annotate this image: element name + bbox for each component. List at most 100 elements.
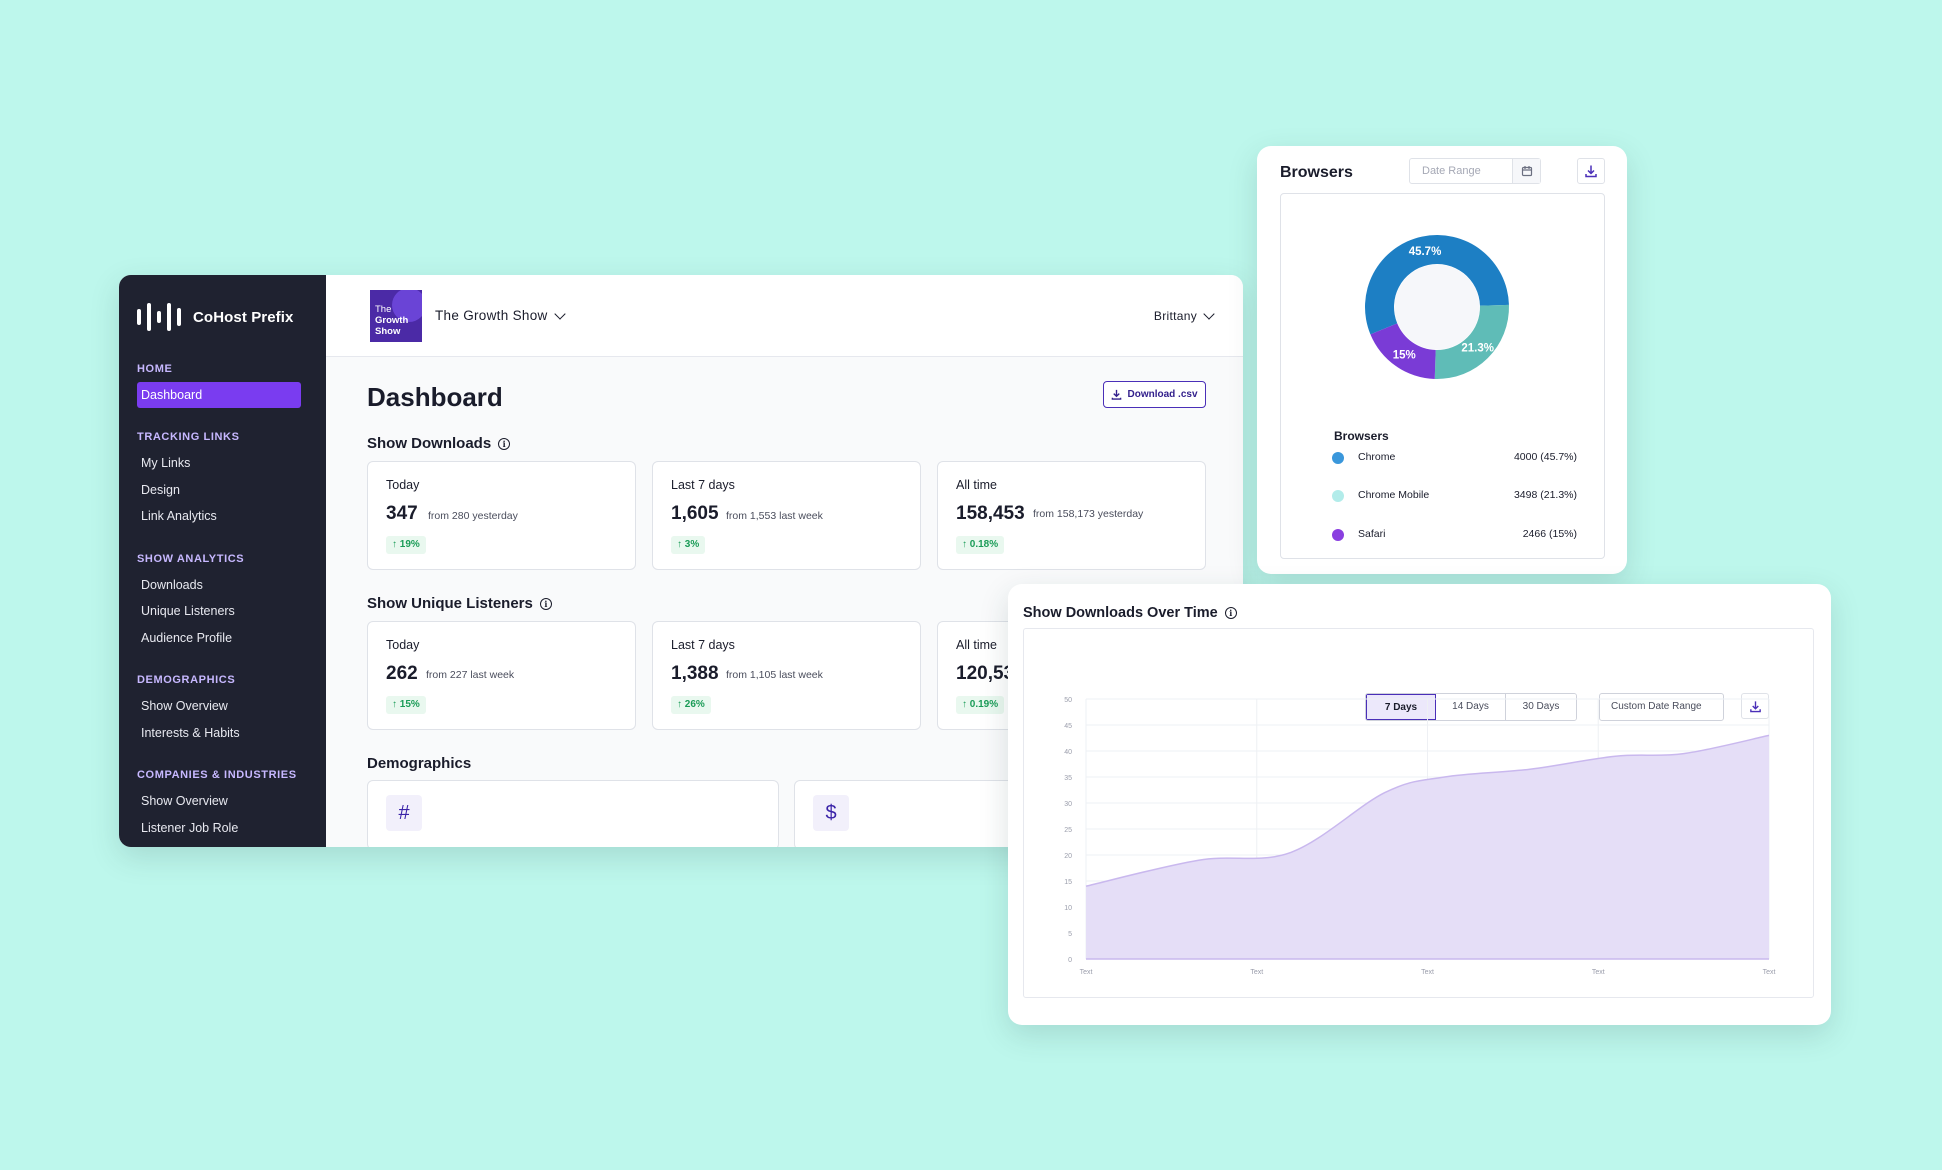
sidebar-nav: HOME Dashboard TRACKING LINKS My Links D… — [137, 363, 301, 841]
donut-slice-chrome[interactable] — [1365, 235, 1509, 335]
stat-label: Last 7 days — [671, 478, 735, 492]
range-30-days[interactable]: 30 Days — [1506, 694, 1576, 720]
sidebar-item-company-show-overview[interactable]: Show Overview — [141, 794, 228, 808]
stat-value: 158,453 — [956, 503, 1025, 524]
cover-word-1: The — [375, 304, 392, 315]
stat-comparison: from 1,105 last week — [726, 669, 823, 681]
date-range-input[interactable]: Date Range — [1409, 158, 1541, 184]
sidebar-item-downloads[interactable]: Downloads — [141, 577, 203, 592]
legend-value: 3498 (21.3%) — [1513, 489, 1577, 501]
donut-slice-chrome-mobile[interactable] — [1434, 304, 1509, 379]
stat-label: All time — [956, 638, 997, 652]
downloads-area — [1086, 735, 1769, 959]
podcast-selector[interactable]: The Growth Show — [435, 307, 566, 323]
downloads-7days-card: Last 7 days 1,605 from 1,553 last week ↑… — [652, 461, 921, 570]
downloads-chart-area: 7 Days 14 Days 30 Days Custom Date Range… — [1023, 628, 1814, 998]
stat-label: Last 7 days — [671, 638, 735, 652]
x-tick-label: Text — [1080, 969, 1093, 976]
sidebar-item-interests-habits[interactable]: Interests & Habits — [141, 725, 240, 740]
stat-value: 120,53 — [956, 663, 1015, 684]
browsers-donut-chart: 45.7% 21.3% 15% — [1365, 235, 1509, 379]
legend-name: Chrome — [1358, 451, 1396, 463]
show-unique-listeners-title: Show Unique Listeners i — [367, 595, 552, 612]
cover-word-3: Show — [375, 326, 401, 337]
top-bar: The Growth Show The Growth Show Brittany — [326, 275, 1243, 357]
legend-title: Browsers — [1334, 429, 1389, 443]
x-tick-label: Text — [1250, 969, 1263, 976]
legend-swatch — [1332, 452, 1344, 464]
stat-value: 1,605 — [671, 503, 719, 524]
download-icon — [1585, 165, 1597, 178]
stat-label: Today — [386, 638, 420, 652]
stat-change-badge: ↑ 15% — [386, 696, 426, 714]
range-7-days[interactable]: 7 Days — [1366, 694, 1436, 720]
date-range-placeholder: Date Range — [1422, 165, 1481, 177]
sidebar-item-unique-listeners[interactable]: Unique Listeners — [141, 604, 235, 618]
y-tick-label: 35 — [1064, 775, 1072, 782]
show-downloads-label: Show Downloads — [367, 435, 492, 452]
downloads-over-time-title: Show Downloads Over Time i — [1023, 605, 1237, 621]
stat-comparison: from 227 last week — [426, 669, 515, 681]
legend-item-chrome: Chrome 4000 (45.7%) — [1332, 451, 1577, 465]
sidebar-item-design[interactable]: Design — [141, 482, 180, 497]
podcast-name: The Growth Show — [435, 308, 548, 323]
sidebar-item-link-analytics[interactable]: Link Analytics — [141, 509, 217, 523]
info-icon[interactable]: i — [498, 437, 511, 450]
range-selector: 7 Days 14 Days 30 Days — [1365, 693, 1577, 721]
sidebar-item-listener-job-role[interactable]: Listener Job Role — [141, 820, 239, 835]
download-csv-button[interactable]: Download .csv — [1103, 381, 1206, 408]
user-menu[interactable]: Brittany — [1154, 308, 1215, 323]
legend-value: 4000 (45.7%) — [1513, 451, 1577, 463]
listeners-today-card: Today 262 from 227 last week ↑ 15% — [367, 621, 636, 730]
y-tick-label: 0 — [1068, 957, 1072, 964]
x-tick-label: Text — [1592, 969, 1605, 976]
sidebar-item-dashboard[interactable]: Dashboard — [137, 382, 301, 408]
donut-label: 21.3% — [1461, 343, 1494, 355]
donut-hole — [1394, 264, 1480, 350]
stat-comparison: from 280 yesterday — [428, 510, 518, 522]
listeners-7days-card: Last 7 days 1,388 from 1,105 last week ↑… — [652, 621, 921, 730]
legend-item-chrome-mobile: Chrome Mobile 3498 (21.3%) — [1332, 489, 1577, 503]
downloads-over-time-label: Show Downloads Over Time — [1023, 605, 1218, 621]
show-unique-listeners-label: Show Unique Listeners — [367, 595, 533, 612]
demographics-title: Demographics — [367, 755, 472, 772]
stat-change-badge: ↑ 19% — [386, 536, 426, 554]
stat-value: 347 — [386, 503, 418, 524]
sidebar-item-audience-profile[interactable]: Audience Profile — [141, 630, 233, 645]
y-tick-label: 5 — [1068, 931, 1072, 938]
y-tick-label: 20 — [1064, 853, 1072, 860]
downloads-today-card: Today 347 from 280 yesterday ↑ 19% — [367, 461, 636, 570]
calendar-icon[interactable] — [1512, 159, 1540, 183]
range-14-days[interactable]: 14 Days — [1436, 694, 1506, 720]
cover-word-2: Growth — [375, 315, 409, 326]
chevron-down-icon — [1203, 308, 1215, 320]
y-tick-label: 15 — [1064, 879, 1072, 886]
nav-section-tracking-links: TRACKING LINKS — [137, 431, 240, 443]
stat-value: 262 — [386, 663, 418, 684]
y-tick-label: 10 — [1064, 905, 1072, 912]
legend-value: 2466 (15%) — [1522, 528, 1577, 540]
x-tick-label: Text — [1763, 969, 1776, 976]
legend-item-safari: Safari 2466 (15%) — [1332, 528, 1577, 542]
y-tick-label: 45 — [1064, 723, 1072, 730]
dashboard-window: CoHost Prefix HOME Dashboard TRACKING LI… — [119, 275, 1243, 847]
stat-change-badge: ↑ 26% — [671, 696, 711, 714]
dollar-icon: $ — [813, 795, 849, 831]
downloads-area-chart: 0 5 10 15 20 25 30 35 40 45 50 Text Text Text Text Text — [1064, 697, 1776, 976]
donut-slice-safari[interactable] — [1370, 323, 1436, 379]
podcast-cover[interactable]: The Growth Show — [370, 290, 422, 342]
info-icon[interactable]: i — [1224, 607, 1237, 619]
legend-swatch — [1332, 529, 1344, 541]
demographics-card: # — [367, 780, 779, 847]
brand[interactable]: CoHost Prefix — [137, 301, 294, 333]
info-icon[interactable]: i — [539, 597, 552, 610]
legend-swatch — [1332, 490, 1344, 502]
page-title: Dashboard — [367, 382, 503, 412]
sidebar: CoHost Prefix HOME Dashboard TRACKING LI… — [119, 275, 326, 847]
custom-date-range-input[interactable]: Custom Date Range — [1599, 693, 1724, 721]
brand-name: CoHost Prefix — [193, 308, 294, 326]
sidebar-item-my-links[interactable]: My Links — [141, 456, 191, 470]
sidebar-item-show-overview[interactable]: Show Overview — [141, 699, 228, 713]
browsers-title: Browsers — [1280, 164, 1353, 181]
browsers-download-button[interactable] — [1577, 158, 1605, 184]
